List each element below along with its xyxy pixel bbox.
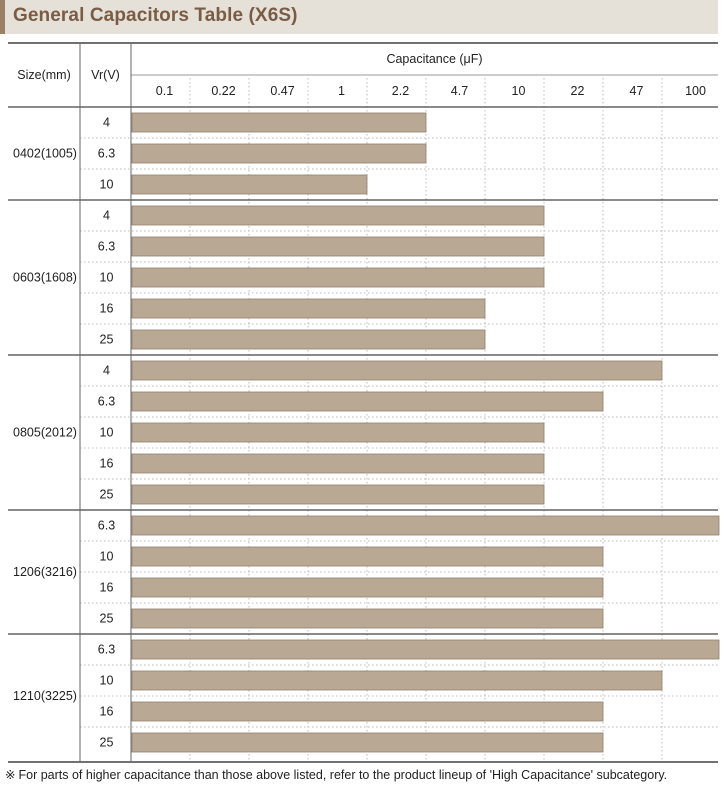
capacitance-tick-label: 2.2 xyxy=(392,84,409,98)
voltage-label: 6.3 xyxy=(98,395,115,409)
capacitance-tick-label: 100 xyxy=(685,84,706,98)
footnote-mark: ※ xyxy=(5,768,16,782)
size-column-header: Size(mm) xyxy=(17,68,70,82)
voltage-label: 25 xyxy=(100,612,114,626)
voltage-label: 10 xyxy=(100,550,114,564)
voltage-column-header: Vr(V) xyxy=(91,68,120,82)
voltage-label: 6.3 xyxy=(98,240,115,254)
voltage-label: 16 xyxy=(100,581,114,595)
capacitance-bar xyxy=(131,577,604,598)
capacitance-tick-label: 0.1 xyxy=(156,84,173,98)
footnote-text: For parts of higher capacitance than tho… xyxy=(18,768,668,782)
capacitance-bar xyxy=(131,701,604,722)
capacitance-tick-label: 0.47 xyxy=(270,84,294,98)
capacitance-bar xyxy=(131,422,545,443)
voltage-label: 6.3 xyxy=(98,147,115,161)
capacitance-bar xyxy=(131,515,720,536)
capacitance-bar xyxy=(131,639,720,660)
voltage-label: 6.3 xyxy=(98,519,115,533)
size-label: 0603(1608) xyxy=(13,271,77,285)
capacitance-bar xyxy=(131,484,545,505)
capacitance-bar xyxy=(131,205,545,226)
page-title: General Capacitors Table (X6S) xyxy=(13,5,298,26)
voltage-label: 16 xyxy=(100,457,114,471)
voltage-label: 4 xyxy=(103,364,110,378)
voltage-label: 10 xyxy=(100,271,114,285)
capacitance-bar xyxy=(131,174,368,195)
capacitance-bar xyxy=(131,298,486,319)
capacitance-bar xyxy=(131,546,604,567)
voltage-label: 6.3 xyxy=(98,643,115,657)
footnote: ※ For parts of higher capacitance than th… xyxy=(5,767,667,782)
voltage-label: 10 xyxy=(100,178,114,192)
capacitance-bar xyxy=(131,670,663,691)
capacitance-tick-label: 10 xyxy=(512,84,526,98)
capacitance-bar xyxy=(131,391,604,412)
voltage-label: 10 xyxy=(100,674,114,688)
capacitance-tick-label: 4.7 xyxy=(451,84,468,98)
voltage-label: 25 xyxy=(100,333,114,347)
capacitance-header: Capacitance (μF) xyxy=(386,52,482,66)
capacitance-bar xyxy=(131,143,427,164)
size-label: 0402(1005) xyxy=(13,147,77,161)
capacitance-bar xyxy=(131,267,545,288)
capacitance-tick-label: 0.22 xyxy=(211,84,235,98)
capacitance-bar xyxy=(131,732,604,753)
capacitance-bar xyxy=(131,112,427,133)
capacitance-bar xyxy=(131,236,545,257)
capacitance-tick-label: 22 xyxy=(571,84,585,98)
capacitance-bar xyxy=(131,453,545,474)
size-label: 1206(3216) xyxy=(13,565,77,579)
voltage-label: 16 xyxy=(100,705,114,719)
voltage-label: 10 xyxy=(100,426,114,440)
title-bar: General Capacitors Table (X6S) xyxy=(0,0,718,34)
capacitance-bar xyxy=(131,360,663,381)
voltage-label: 4 xyxy=(103,116,110,130)
size-label: 0805(2012) xyxy=(13,426,77,440)
title-accent xyxy=(0,0,5,34)
capacitance-tick-label: 1 xyxy=(338,84,345,98)
voltage-label: 25 xyxy=(100,736,114,750)
capacitance-tick-label: 47 xyxy=(630,84,644,98)
capacitance-bar xyxy=(131,329,486,350)
voltage-label: 16 xyxy=(100,302,114,316)
voltage-label: 4 xyxy=(103,209,110,223)
capacitance-bar xyxy=(131,608,604,629)
voltage-label: 25 xyxy=(100,488,114,502)
size-label: 1210(3225) xyxy=(13,689,77,703)
